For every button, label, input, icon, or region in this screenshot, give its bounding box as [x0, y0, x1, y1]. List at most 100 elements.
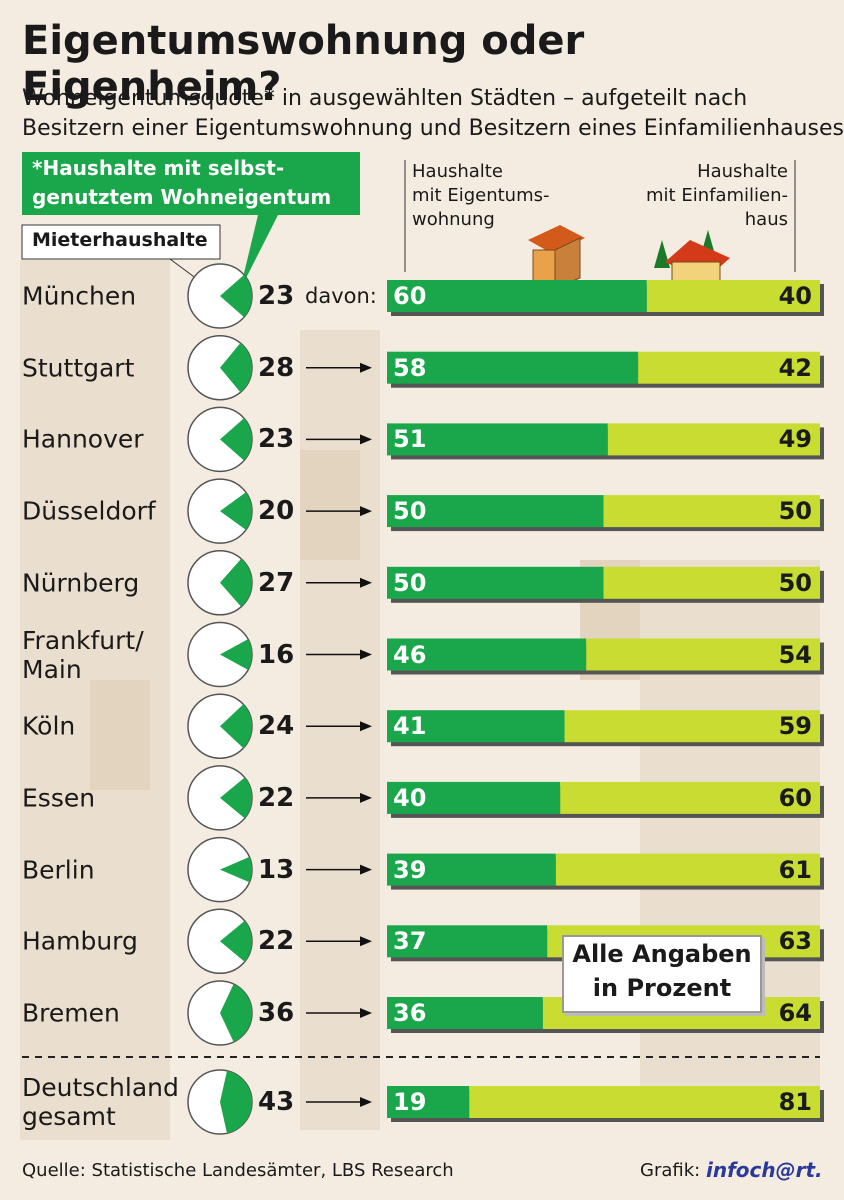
legend-box-owner: [22, 152, 360, 290]
lead-label: davon:: [305, 284, 377, 308]
bar-value-right: 63: [778, 927, 812, 956]
bar-value-right: 54: [778, 640, 812, 669]
pie-wedge: [220, 777, 252, 819]
category-label: Essen: [22, 783, 96, 813]
arrow-head: [360, 936, 372, 947]
arrow-head: [360, 649, 372, 660]
bar-segment: [387, 710, 565, 743]
category-label: Stuttgart: [22, 353, 135, 383]
pie-wedge: [220, 343, 253, 393]
ownership-value: 13: [258, 854, 295, 885]
bar-segment: [603, 566, 820, 599]
bar-segment: [387, 423, 608, 456]
bar-segment: [638, 351, 820, 384]
bar-value-right: 42: [778, 353, 812, 382]
header-right: Haushalte mit Einfamilien- haus: [646, 161, 788, 230]
category-label: Deutschland gesamt: [22, 1073, 179, 1131]
pie-wedge: [220, 984, 252, 1042]
bar-value-left: 39: [393, 855, 427, 884]
bar-segment: [555, 853, 820, 886]
category-label: Nürnberg: [22, 568, 140, 598]
ownership-value: 22: [258, 782, 295, 813]
ownership-value: 28: [258, 352, 295, 383]
arrow-head: [360, 721, 372, 732]
category-label: Frankfurt/ Main: [22, 625, 144, 684]
arrow-head: [360, 506, 372, 517]
arrow-head: [360, 577, 372, 588]
bar-value-left: 60: [393, 282, 427, 310]
category-label: Köln: [22, 711, 76, 741]
ownership-value: 43: [258, 1087, 295, 1117]
arrow-head: [360, 864, 372, 875]
bar-value-right: 81: [778, 1088, 812, 1116]
apartment-icon: [528, 225, 585, 289]
ownership-value: 23: [258, 424, 295, 455]
arrow-head: [360, 434, 372, 445]
bar-value-right: 59: [778, 712, 812, 741]
subtitle: Wohneigentumsquote* in ausgewählten Städ…: [22, 86, 844, 141]
arrow-head: [360, 362, 372, 373]
source: Quelle: Statistische Landesämter, LBS Re…: [22, 1160, 454, 1181]
bar-segment: [564, 710, 820, 743]
arrow-head: [360, 792, 372, 803]
credit: Grafik:: [640, 1160, 701, 1181]
pie-wedge: [220, 920, 253, 962]
category-label: Berlin: [22, 855, 95, 885]
house-icon: [654, 230, 730, 285]
bar-segment: [387, 925, 548, 958]
bar-segment: [387, 781, 561, 814]
bar-value-right: 49: [778, 425, 812, 454]
legend-owner: *Haushalte mit selbst- genutztem Wohneig…: [32, 156, 332, 209]
bar-value-left: 36: [393, 999, 427, 1027]
ownership-value: 24: [258, 711, 295, 742]
bar-segment: [387, 997, 543, 1029]
bar-segment: [387, 566, 604, 599]
arrow-head: [360, 1097, 372, 1107]
bar-segment: [560, 781, 820, 814]
category-label: Hannover: [22, 424, 144, 454]
bar-value-left: 51: [393, 425, 427, 454]
category-label: Düsseldorf: [22, 496, 156, 526]
bar-segment: [586, 638, 820, 671]
ownership-value: 23: [258, 281, 295, 311]
bar-segment: [387, 638, 587, 671]
bar-value-left: 37: [393, 927, 427, 956]
ownership-value: 36: [258, 998, 295, 1028]
bar-segment: [387, 853, 556, 886]
bar-value-left: 40: [393, 783, 427, 812]
category-label: München: [22, 281, 137, 311]
pie-wedge: [220, 704, 252, 749]
bar-value-right: 60: [778, 783, 812, 812]
pie-wedge: [220, 418, 253, 461]
ownership-value: 27: [258, 567, 295, 598]
ownership-value: 20: [258, 496, 295, 527]
legend-box-renter: [21, 224, 221, 260]
pie-wedge: [220, 639, 253, 670]
bar-segment: [387, 280, 647, 312]
ownership-value: 16: [258, 639, 295, 670]
pie-wedge: [220, 1070, 253, 1134]
bar-value-right: 50: [778, 568, 812, 597]
note: Alle Angaben in Prozent: [562, 935, 762, 1013]
arrow-head: [360, 1008, 372, 1018]
bar-segment: [387, 351, 639, 384]
bar-value-left: 46: [393, 640, 427, 669]
bar-value-right: 40: [778, 282, 812, 310]
header-left: Haushalte mit Eigentums- wohnung: [412, 161, 550, 230]
bar-value-left: 50: [393, 568, 427, 597]
category-label: Hamburg: [22, 926, 138, 956]
legend-renter: Mieterhaushalte: [32, 229, 208, 251]
brand: infoch@rt.: [706, 1158, 823, 1182]
category-label: Bremen: [22, 998, 120, 1028]
bar-value-right: 50: [778, 497, 812, 526]
bar-segment: [603, 495, 820, 528]
bar-value-left: 50: [393, 497, 427, 526]
bar-value-right: 61: [778, 855, 812, 884]
title: Eigentumswohnung oder Eigenheim?: [22, 18, 585, 110]
bar-segment: [469, 1086, 820, 1118]
bar-segment: [387, 1086, 470, 1118]
bar-value-left: 19: [393, 1088, 427, 1116]
bar-value-right: 64: [778, 999, 812, 1027]
